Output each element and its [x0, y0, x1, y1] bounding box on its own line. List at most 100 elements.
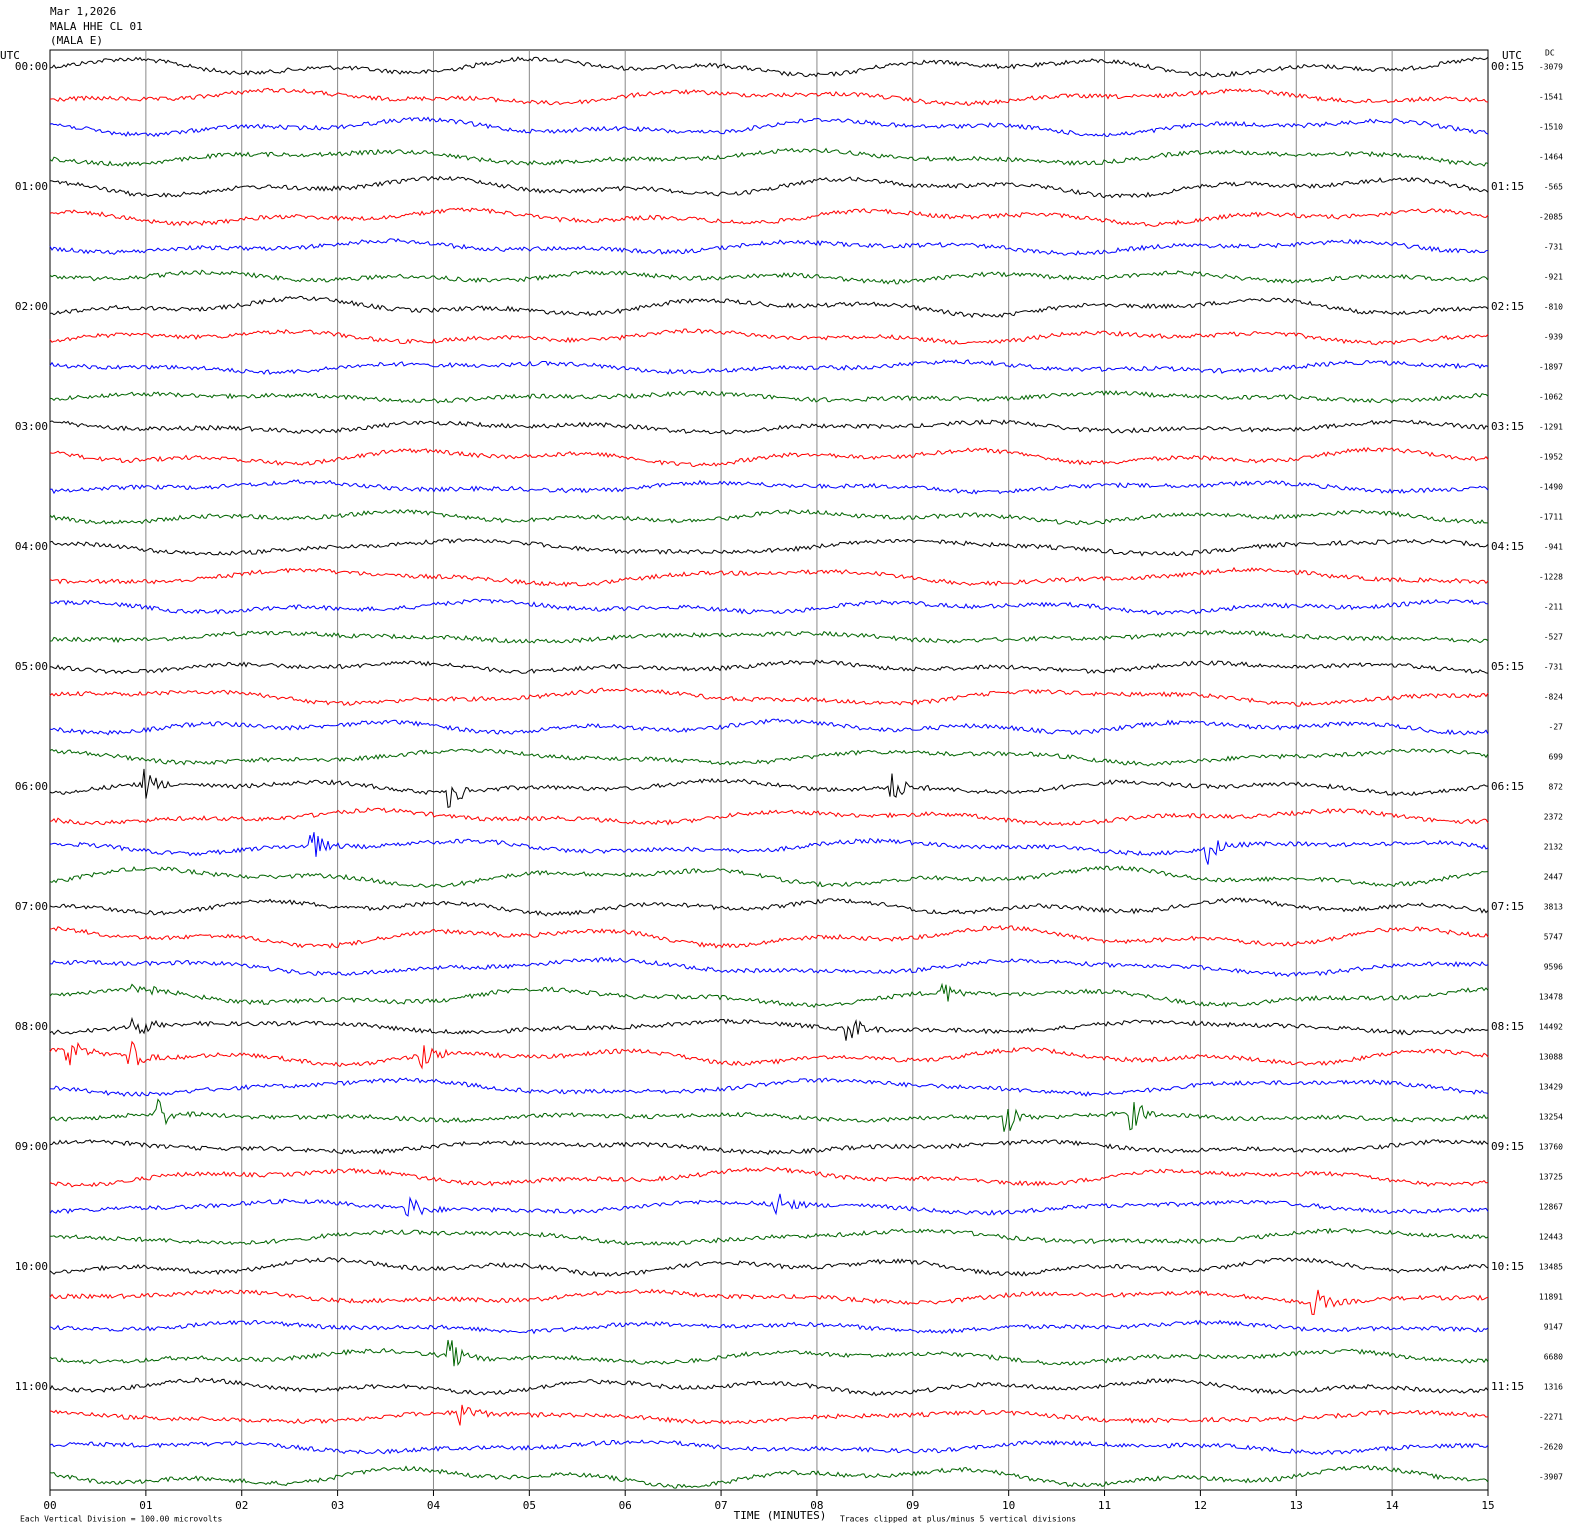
dc-value: -941	[1544, 543, 1563, 552]
seismic-trace	[49, 238, 1489, 256]
seismic-trace	[49, 748, 1489, 767]
dc-value: -3079	[1539, 63, 1563, 72]
seismic-trace	[49, 419, 1489, 435]
dc-value: -1952	[1539, 453, 1563, 462]
x-tick-label: 15	[1481, 1499, 1494, 1512]
dc-value: -1464	[1539, 153, 1563, 162]
dc-value: 12867	[1539, 1203, 1563, 1212]
left-time-label: 01:00	[15, 180, 48, 193]
dc-value: -939	[1544, 333, 1563, 342]
scale-note: Each Vertical Division = 100.00 microvol…	[20, 1515, 222, 1524]
left-time-label: 04:00	[15, 540, 48, 553]
seismic-trace	[49, 537, 1489, 557]
seismic-trace	[49, 1377, 1489, 1397]
seismic-trace	[49, 87, 1489, 106]
dc-value: 3813	[1544, 903, 1563, 912]
left-time-label: 11:00	[15, 1380, 48, 1393]
left-time-label: 05:00	[15, 660, 48, 673]
seismic-trace	[49, 446, 1489, 468]
seismic-trace	[49, 116, 1489, 138]
right-time-label: 04:15	[1491, 540, 1524, 553]
clip-note: Traces clipped at plus/minus 5 vertical …	[840, 1515, 1076, 1524]
seismic-trace	[49, 390, 1489, 404]
x-tick-label: 07	[714, 1499, 727, 1512]
seismic-trace	[49, 175, 1489, 199]
seismic-trace	[49, 1193, 1489, 1217]
seismic-trace	[49, 832, 1489, 865]
seismic-trace	[49, 865, 1489, 888]
seismic-trace	[49, 1166, 1489, 1188]
dc-value: -1541	[1539, 93, 1563, 102]
dc-value: -1711	[1539, 513, 1563, 522]
dc-value: -1291	[1539, 423, 1563, 432]
dc-value: 13429	[1539, 1083, 1563, 1092]
right-time-label: 01:15	[1491, 180, 1524, 193]
seismic-trace	[49, 659, 1489, 675]
seismic-trace	[49, 1439, 1489, 1456]
dc-value: 13725	[1539, 1173, 1563, 1182]
seismic-trace	[49, 1098, 1489, 1132]
x-tick-label: 03	[331, 1499, 344, 1512]
x-tick-label: 08	[810, 1499, 823, 1512]
plot-frame	[49, 49, 1489, 1491]
seismic-trace	[49, 1288, 1489, 1316]
dc-value: 6680	[1544, 1353, 1563, 1362]
seismic-trace	[49, 479, 1489, 495]
left-time-label: 09:00	[15, 1140, 48, 1153]
dc-value: -1228	[1539, 573, 1563, 582]
left-time-label: 00:00	[15, 60, 48, 73]
seismic-trace	[49, 1077, 1489, 1097]
dc-value: 5747	[1544, 933, 1563, 942]
left-time-label: 02:00	[15, 300, 48, 313]
dc-value: 13254	[1539, 1113, 1563, 1122]
seismic-trace	[49, 1319, 1489, 1335]
dc-value: 9596	[1544, 963, 1563, 972]
left-time-label: 08:00	[15, 1020, 48, 1033]
right-time-label: 02:15	[1491, 300, 1524, 313]
channel: (MALA E)	[50, 34, 103, 47]
right-time-label: 06:15	[1491, 780, 1524, 793]
left-time-label: 03:00	[15, 420, 48, 433]
seismic-trace	[49, 56, 1489, 78]
dc-value: 1316	[1544, 1383, 1563, 1392]
seismic-trace	[50, 1227, 1489, 1246]
dc-value: -2085	[1539, 213, 1563, 222]
seismic-trace	[49, 924, 1489, 949]
x-tick-label: 04	[427, 1499, 441, 1512]
right-time-label: 07:15	[1491, 900, 1524, 913]
seismic-trace	[49, 718, 1489, 736]
dc-value: -1510	[1539, 123, 1563, 132]
dc-value: 13088	[1539, 1053, 1563, 1062]
seismic-trace	[49, 147, 1489, 167]
seismic-trace	[49, 566, 1489, 588]
seismic-trace	[49, 897, 1489, 917]
seismic-trace	[49, 1404, 1489, 1426]
seismic-trace	[49, 982, 1489, 1009]
right-time-label: 05:15	[1491, 660, 1524, 673]
right-time-label: 08:15	[1491, 1020, 1524, 1033]
x-tick-label: 00	[43, 1499, 56, 1512]
x-tick-label: 01	[139, 1499, 152, 1512]
x-tick-label: 11	[1098, 1499, 1111, 1512]
x-tick-label: 12	[1194, 1499, 1207, 1512]
seismic-trace	[49, 598, 1489, 616]
dc-value: 872	[1549, 783, 1564, 792]
x-tick-label: 14	[1386, 1499, 1400, 1512]
dc-value: -1062	[1539, 393, 1563, 402]
seismic-trace	[49, 807, 1489, 827]
dc-value: -2620	[1539, 1443, 1563, 1452]
dc-value: -731	[1544, 243, 1563, 252]
x-axis-title: TIME (MINUTES)	[734, 1509, 827, 1522]
dc-value: 13478	[1539, 993, 1563, 1002]
seismic-trace	[49, 207, 1489, 227]
dc-value: -1490	[1539, 483, 1563, 492]
dc-value: -731	[1544, 663, 1563, 672]
right-time-label: 10:15	[1491, 1260, 1524, 1273]
seismic-trace	[49, 1016, 1489, 1041]
station: MALA HHE CL 01	[50, 20, 143, 33]
dc-value: -824	[1544, 693, 1563, 702]
right-time-label: 09:15	[1491, 1140, 1524, 1153]
dc-value: -1897	[1539, 363, 1563, 372]
dc-value: 2132	[1544, 843, 1563, 852]
